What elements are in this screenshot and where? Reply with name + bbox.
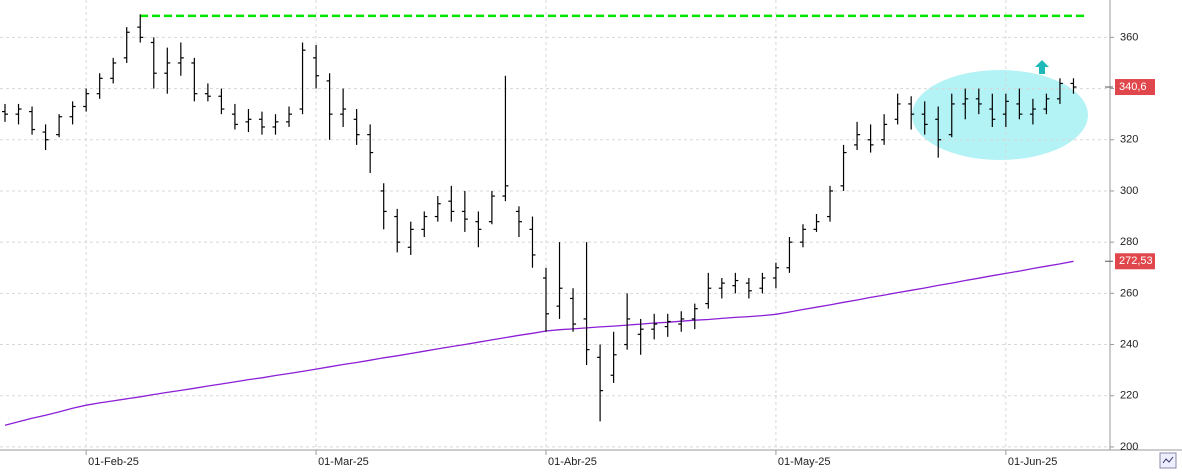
up-arrow xyxy=(1035,60,1049,74)
y-tick-label: 360 xyxy=(1120,31,1138,43)
x-tick-label: 01-Abr-25 xyxy=(548,456,597,468)
corner-icon xyxy=(1162,456,1174,464)
moving-average-last-box xyxy=(1115,253,1155,270)
x-tick-label: 01-Jun-25 xyxy=(1008,456,1058,468)
y-tick-label: 200 xyxy=(1120,441,1138,453)
y-tick-label: 300 xyxy=(1120,185,1138,197)
highlight-ellipse xyxy=(912,70,1088,160)
x-tick-label: 01-May-25 xyxy=(778,456,831,468)
y-tick-label: 260 xyxy=(1120,287,1138,299)
moving-average-line xyxy=(4,260,1074,426)
y-tick-label: 280 xyxy=(1120,236,1138,248)
x-tick-label: 01-Feb-25 xyxy=(88,456,139,468)
last-price-box xyxy=(1115,79,1155,96)
last-price-label: 340,6 xyxy=(1119,81,1147,93)
x-tick-label: 01-Mar-25 xyxy=(318,456,369,468)
y-tick-label: 320 xyxy=(1120,134,1138,146)
moving-average-last-label: 272,53 xyxy=(1119,255,1153,267)
y-tick-label: 220 xyxy=(1120,390,1138,402)
y-tick-label: 240 xyxy=(1120,338,1138,350)
